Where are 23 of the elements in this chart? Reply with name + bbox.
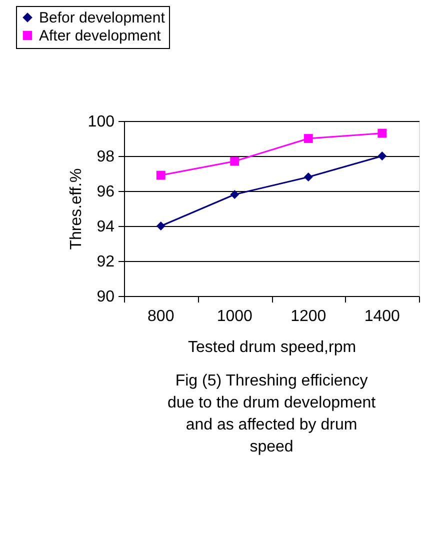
point xyxy=(230,190,240,199)
y-tick-label: 98 xyxy=(96,148,115,166)
x-tick-label: 800 xyxy=(148,308,174,325)
point xyxy=(378,152,387,160)
y-tick-label: 92 xyxy=(96,254,115,270)
x-axis-title: Tested drum speed,rpm xyxy=(188,339,356,356)
y-tick-label: 90 xyxy=(96,288,115,306)
text: Fig (5) Threshing efficiency due to the drum development and as affected by drum speed xyxy=(167,372,376,456)
x-tick-label: 1400 xyxy=(364,308,400,325)
legend-label: After development xyxy=(39,28,162,44)
point xyxy=(156,170,166,180)
legend-label: Befor development xyxy=(39,10,166,26)
x-tick-label: 1200 xyxy=(290,308,326,325)
point xyxy=(230,156,240,166)
point xyxy=(378,128,387,138)
point xyxy=(156,222,166,230)
y-axis-title: Thres.eff.% xyxy=(68,168,85,250)
x-tick-label: 1000 xyxy=(216,308,253,325)
y-tick-label: 96 xyxy=(96,184,115,200)
point xyxy=(304,134,313,143)
y-tick-label: 100 xyxy=(88,114,115,130)
point xyxy=(304,172,313,182)
y-tick-label: 94 xyxy=(96,218,115,236)
